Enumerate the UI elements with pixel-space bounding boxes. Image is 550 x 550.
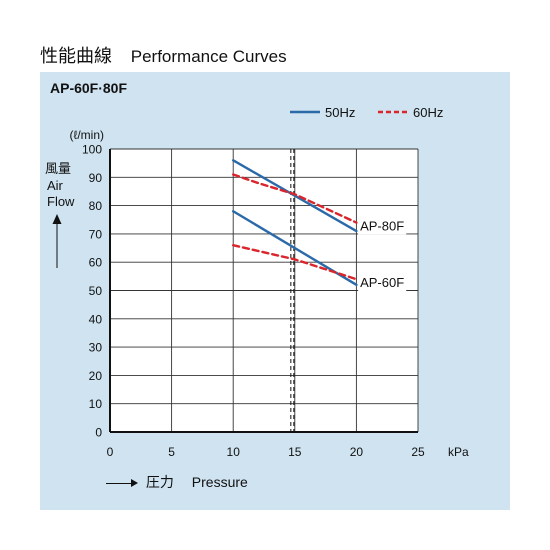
y-tick-label: 0 bbox=[95, 426, 102, 440]
series-line-ap-80f-50hz bbox=[231, 159, 358, 233]
x-axis-title-jp: 圧力 bbox=[145, 474, 174, 490]
x-tick-label: 15 bbox=[288, 445, 302, 459]
legend-label: 50Hz bbox=[325, 105, 355, 120]
series-line-ap-60f-60hz bbox=[231, 244, 358, 281]
y-tick-label: 10 bbox=[89, 397, 103, 411]
y-tick-label: 40 bbox=[89, 312, 103, 326]
x-tick-label: 10 bbox=[227, 445, 241, 459]
title-en: Performance Curves bbox=[130, 47, 287, 66]
x-tick-label: 0 bbox=[107, 445, 114, 459]
x-axis-title: 圧力 Pressure bbox=[106, 472, 248, 492]
curve-label: AP-80F bbox=[360, 218, 404, 233]
x-tick-label: 5 bbox=[168, 445, 175, 459]
y-tick-label: 20 bbox=[89, 369, 103, 383]
page-title: 性能曲線 Performance Curves bbox=[40, 42, 287, 68]
y-tick-label: 70 bbox=[89, 227, 103, 241]
x-unit-label: kPa bbox=[448, 445, 469, 459]
y-axis-title-jp: 風量 bbox=[45, 162, 71, 177]
up-arrow-icon bbox=[52, 214, 62, 224]
y-tick-label: 50 bbox=[89, 284, 103, 298]
x-tick-label: 20 bbox=[350, 445, 364, 459]
y-axis-title-en: Flow bbox=[47, 194, 75, 209]
curve-label-bg bbox=[358, 217, 407, 235]
right-arrow-icon bbox=[106, 478, 138, 487]
y-tick-label: 60 bbox=[89, 256, 103, 270]
y-tick-label: 30 bbox=[89, 341, 103, 355]
legend-label: 60Hz bbox=[413, 105, 443, 120]
title-jp: 性能曲線 bbox=[40, 46, 112, 66]
y-unit-label: (ℓ/min) bbox=[69, 128, 104, 142]
y-tick-label: 90 bbox=[89, 171, 103, 185]
curve-label-bg bbox=[358, 274, 407, 292]
y-axis-title-en: Air bbox=[47, 178, 64, 193]
series-line-ap-80f-60hz bbox=[231, 173, 358, 224]
chart-panel: AP-60F·80F 0 10 20 30 40 50 60 70 80 90 100 0 5 10 15 2… bbox=[40, 72, 510, 510]
chart-title: AP-60F·80F bbox=[50, 80, 128, 96]
x-axis-title-en: Pressure bbox=[191, 474, 248, 490]
curve-label: AP-60F bbox=[360, 275, 404, 290]
y-tick-label: 80 bbox=[89, 199, 103, 213]
x-tick-label: 25 bbox=[411, 445, 425, 459]
performance-chart: 0 10 20 30 40 50 60 70 80 90 100 0 5 10 15 20 25 kPa (ℓ/mi… bbox=[45, 105, 469, 459]
y-tick-label: 100 bbox=[82, 143, 102, 157]
